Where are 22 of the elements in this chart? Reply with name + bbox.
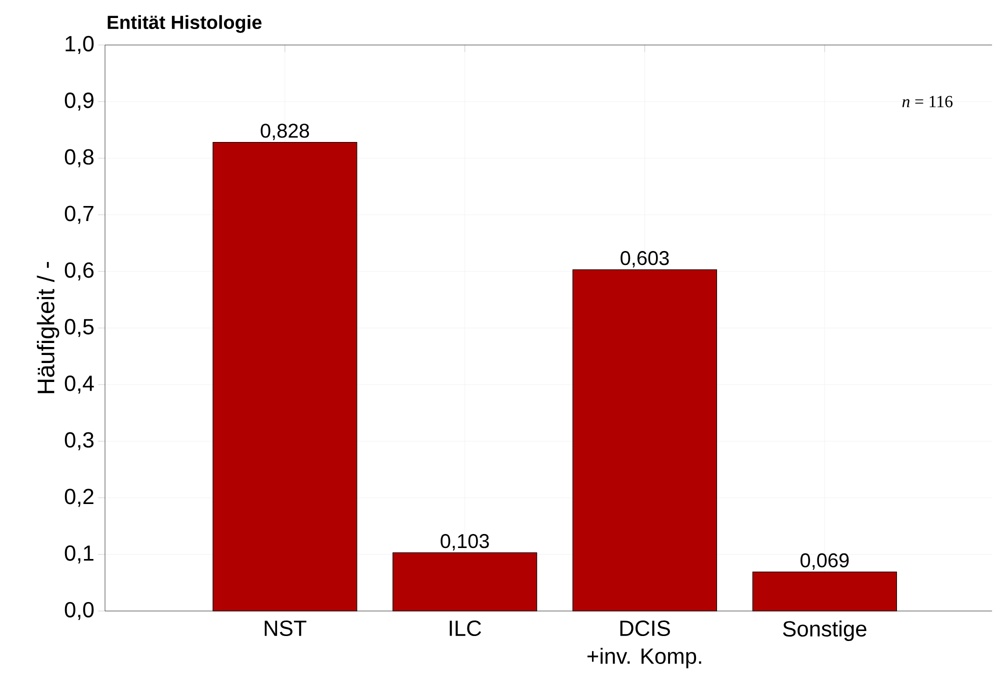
x-tick-label: Sonstige (783, 620, 866, 641)
y-tick-label: 0,2 (64, 488, 94, 507)
y-tick-label: 0,1 (64, 545, 94, 564)
y-tick-label: 0,7 (64, 206, 94, 224)
y-tick-label: 0,0 (64, 602, 94, 620)
chart-title: Entität Histologie (108, 15, 262, 33)
x-tick-label: NST (264, 620, 306, 636)
y-tick-label: 0,3 (64, 432, 94, 450)
x-tick-label: ILC (450, 620, 482, 636)
y-tick-label: 0,8 (64, 149, 94, 168)
y-tick-label: 0,5 (64, 318, 94, 338)
x-tick-label: DCIS +inv. Komp. (587, 620, 702, 668)
y-axis-title: Häufigkeit / - (36, 262, 60, 394)
y-tick-label: 0,6 (64, 262, 94, 280)
annotation: n = 116 (902, 96, 953, 108)
data-label: 0,103 (440, 534, 489, 550)
data-label: 0,603 (620, 251, 669, 268)
data-label: 0,069 (800, 553, 849, 570)
y-tick-label: 0,9 (64, 92, 94, 111)
y-tick-label: 0,4 (64, 376, 94, 394)
data-label: 0,828 (260, 124, 309, 140)
y-tick-label: 1,0 (66, 36, 94, 54)
